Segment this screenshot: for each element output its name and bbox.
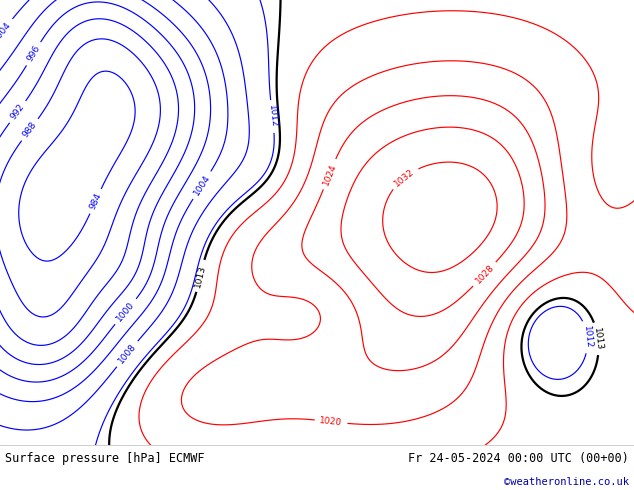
Text: 1000: 1000 [115, 300, 136, 323]
Text: 1012: 1012 [267, 105, 278, 128]
Text: 988: 988 [21, 120, 39, 139]
Text: 1016: 1016 [321, 468, 344, 478]
Text: 996: 996 [25, 44, 42, 63]
Text: 992: 992 [9, 102, 27, 122]
Text: 1004: 1004 [192, 173, 212, 197]
Text: 1013: 1013 [193, 264, 207, 288]
Text: 984: 984 [88, 192, 103, 211]
Text: 1012: 1012 [581, 325, 593, 349]
Text: 1008: 1008 [117, 342, 138, 366]
Text: ©weatheronline.co.uk: ©weatheronline.co.uk [504, 477, 629, 487]
Text: Fr 24-05-2024 00:00 UTC (00+00): Fr 24-05-2024 00:00 UTC (00+00) [408, 452, 629, 465]
Text: Surface pressure [hPa] ECMWF: Surface pressure [hPa] ECMWF [5, 452, 205, 465]
Text: 1032: 1032 [393, 167, 416, 188]
Text: 1013: 1013 [592, 327, 604, 350]
Text: 1004: 1004 [0, 20, 13, 44]
Text: 1028: 1028 [474, 263, 496, 286]
Text: 1024: 1024 [321, 162, 338, 186]
Text: 1020: 1020 [319, 416, 343, 427]
